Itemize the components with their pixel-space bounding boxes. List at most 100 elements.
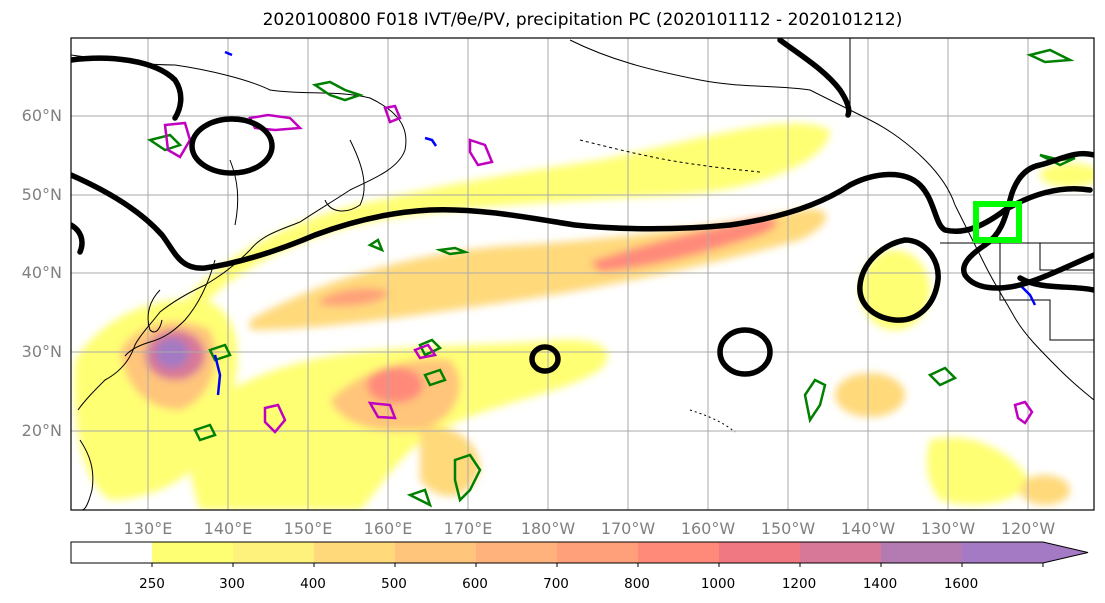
colorbar-label-500: 500 — [381, 576, 407, 592]
colorbar-label-1400: 1400 — [862, 576, 898, 592]
blue-contours — [213, 50, 1037, 396]
blue-contour — [213, 354, 222, 396]
theta-e-contour — [311, 80, 364, 102]
precip-patch-far-se — [1020, 475, 1070, 505]
theta-e-contour — [367, 238, 385, 253]
colorbar-segment — [314, 542, 396, 563]
pv-contour — [468, 138, 494, 167]
lon-label-130e: 130°E — [123, 519, 173, 538]
map-frame — [70, 37, 1095, 511]
theta-e-contours — [146, 48, 1076, 508]
colorbar-segment — [557, 542, 639, 563]
blue-contour — [224, 50, 233, 57]
lon-label-160e: 160°E — [363, 519, 413, 538]
pv-contour — [1013, 400, 1034, 425]
colorbar-segment — [71, 542, 152, 563]
colorbar-segment — [638, 542, 720, 563]
ivt-contour-north-west — [71, 55, 184, 121]
precip-patch-140w — [835, 373, 905, 417]
colorbar-label-300: 300 — [219, 576, 245, 592]
precip-subtropics-core — [367, 367, 423, 403]
lon-label-130w: 130°W — [920, 519, 976, 538]
colorbar-label-400: 400 — [300, 576, 326, 592]
theta-e-contour — [435, 246, 470, 256]
ivt-contour-dateline-ring — [529, 344, 561, 374]
theta-e-contour — [193, 423, 217, 442]
lat-label-40n: 40°N — [21, 263, 62, 282]
blue-contour — [424, 136, 438, 147]
lon-label-150e: 150°E — [283, 519, 333, 538]
coastline-philippines — [79, 439, 94, 510]
coastline-alaska — [569, 39, 956, 206]
coastline-asia — [71, 54, 407, 411]
pv-contour — [263, 403, 287, 434]
colorbar-frame — [70, 541, 1089, 564]
colorbar-label-600: 600 — [462, 576, 488, 592]
coastline-north-america — [954, 204, 1094, 401]
coastline-hawaii — [689, 409, 736, 433]
coastline-japan — [124, 259, 216, 357]
colorbar-segment — [881, 542, 963, 563]
pv-contour — [383, 104, 402, 124]
precip-japan-center — [155, 338, 189, 368]
colorbar-label-700: 700 — [543, 576, 569, 592]
theta-e-contour — [418, 338, 443, 357]
colorbar-extend-arrow — [1043, 542, 1088, 563]
blue-contour — [1019, 284, 1037, 306]
colorbar-segment — [719, 542, 801, 563]
ivt-contour-okhotsk — [189, 116, 275, 176]
lon-label-120w: 120°W — [1000, 519, 1056, 538]
precip-south-lobe — [420, 427, 480, 497]
lat-label-30n: 30°N — [21, 342, 62, 361]
colorbar-segment — [233, 542, 315, 563]
pv-contour — [163, 121, 192, 159]
colorbar-segment — [152, 542, 234, 563]
colorbar — [70, 541, 1089, 567]
colorbar-label-250: 250 — [139, 576, 165, 592]
coastline-sakhalin — [229, 159, 239, 226]
coastline-kamchatka — [324, 139, 365, 212]
theta-e-contour — [146, 133, 183, 152]
coastline-korea — [147, 289, 163, 333]
colorbar-segment — [395, 542, 477, 563]
lat-label-50n: 50°N — [21, 185, 62, 204]
map-title: 2020100800 F018 IVT/θe/PV, precipitation… — [262, 10, 903, 30]
pv-contour — [367, 401, 397, 420]
graticule — [71, 38, 1094, 510]
ivt-contour-canada — [961, 151, 1094, 291]
colorbar-label-1200: 1200 — [781, 576, 817, 592]
precipitation-shading — [74, 123, 1094, 510]
theta-e-contour — [927, 366, 958, 387]
border-states — [999, 243, 1094, 341]
colorbar-segment — [800, 542, 882, 563]
lon-label-140w: 140°W — [840, 519, 896, 538]
target-region-box — [973, 201, 1022, 243]
coastline-aleutians — [579, 139, 761, 173]
colorbar-label-800: 800 — [624, 576, 650, 592]
colorbar-label-1600: 1600 — [943, 576, 979, 592]
ivt-contour-jet — [71, 171, 1093, 271]
ivt-contour-west-edge — [71, 222, 85, 255]
lon-label-140e: 140°E — [203, 519, 253, 538]
colorbar-label-1000: 1000 — [700, 576, 736, 592]
ivt-contour-east-pacific — [857, 237, 941, 323]
ivt-contour-ca — [1017, 275, 1094, 293]
theta-e-contour — [803, 378, 827, 424]
lon-label-160w: 160°W — [680, 519, 736, 538]
precip-band-north — [185, 123, 830, 320]
colorbar-segment — [476, 542, 558, 563]
theta-e-contour — [208, 343, 232, 362]
pv-contour — [248, 113, 303, 132]
ivt-contour-alaska — [777, 38, 852, 118]
ivt-contours — [71, 38, 1094, 377]
lat-label-60n: 60°N — [21, 106, 62, 125]
pv-contour — [413, 343, 438, 360]
precip-patch-145w — [860, 250, 930, 330]
precip-patch-160e — [320, 288, 390, 307]
ivt-contour-hawaii-ring — [717, 327, 773, 377]
theta-e-contour — [1026, 48, 1075, 64]
theta-e-contour — [406, 488, 433, 508]
theta-e-contour — [423, 368, 447, 387]
colorbar-segment — [962, 542, 1043, 563]
lon-label-170w: 170°W — [600, 519, 656, 538]
